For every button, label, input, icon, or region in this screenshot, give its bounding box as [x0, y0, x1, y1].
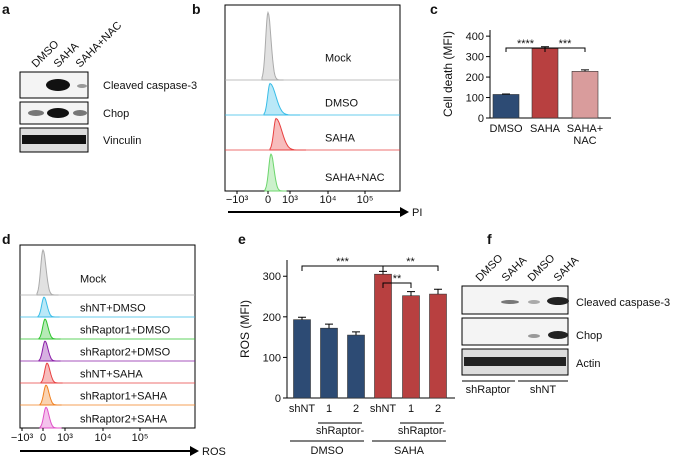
panel-letter: f [487, 231, 492, 247]
significance: ** [393, 273, 402, 285]
flow-box [225, 5, 400, 191]
bar [375, 274, 392, 398]
bar [493, 94, 519, 118]
panel-letter: e [238, 231, 246, 247]
group-label: SAHA [394, 445, 425, 457]
error-bar [434, 289, 442, 294]
bar [294, 320, 311, 398]
histogram [37, 250, 59, 295]
significance: *** [336, 256, 350, 268]
sample-label: DMSO [325, 97, 358, 109]
y-tick-label: 100 [263, 352, 281, 364]
error-bar [298, 317, 306, 319]
error-bar [407, 292, 415, 296]
histogram [40, 385, 62, 405]
error-bar [379, 271, 387, 274]
band-label: Actin [576, 358, 600, 370]
band-label: Chop [576, 330, 602, 342]
sample-label: shRaptor2+SAHA [80, 413, 168, 425]
subgroup-label: shRaptor- [316, 425, 365, 437]
y-tick-label: 0 [478, 113, 484, 125]
panel-letter: a [2, 1, 10, 17]
y-tick-label: 200 [263, 312, 281, 324]
y-tick-label: 300 [466, 52, 484, 64]
y-tick-label: 100 [466, 93, 484, 105]
x-tick-label: SAHA+NAC [567, 123, 603, 147]
band-label: Vinculin [103, 135, 141, 147]
histogram [39, 341, 61, 361]
lane-label: DMSO [526, 252, 558, 284]
histogram [40, 407, 62, 428]
x-tick-label: 10⁵ [357, 194, 374, 206]
band-label: Cleaved caspase-3 [576, 297, 670, 309]
x-tick-label: −10³ [226, 194, 249, 206]
histogram [264, 84, 300, 116]
x-tick-label: 10⁵ [132, 432, 149, 444]
x-tick-label: shNT [289, 403, 316, 415]
band-label: Cleaved caspase-3 [103, 80, 197, 92]
sample-label: shNT+DMSO [80, 303, 146, 315]
sample-label: SAHA+NAC [325, 172, 385, 184]
bar [348, 335, 365, 398]
x-tick-label: 10⁴ [320, 194, 337, 206]
x-tick-label: 10⁴ [95, 432, 112, 444]
y-axis-label: ROS (MFI) [238, 300, 252, 358]
y-axis-label: Cell death (MFI) [441, 31, 455, 117]
y-tick-label: 400 [466, 31, 484, 43]
significance: **** [517, 38, 535, 50]
significance: *** [559, 38, 573, 50]
lane-label: SAHA+NAC [74, 19, 125, 70]
histogram [265, 154, 287, 191]
sample-label: shRaptor1+SAHA [80, 391, 168, 403]
x-tick-label: DMSO [490, 123, 523, 135]
x-tick-label: 1 [326, 403, 332, 415]
sample-label: SAHA [325, 132, 356, 144]
x-tick-label: shNT [370, 403, 397, 415]
x-tick-label: SAHA [530, 123, 561, 135]
x-tick-label: 1 [408, 403, 414, 415]
panel-letter: c [430, 1, 438, 17]
x-tick-label: 0 [40, 432, 46, 444]
x-tick-label: −10³ [11, 432, 34, 444]
significance: ** [406, 256, 415, 268]
sample-label: Mock [325, 52, 352, 64]
sample-label: shNT+SAHA [80, 369, 143, 381]
y-tick-label: 200 [466, 72, 484, 84]
bar [430, 294, 447, 398]
x-tick-label: 10³ [57, 432, 73, 444]
band-label: Chop [103, 108, 129, 120]
histogram [270, 119, 306, 151]
bar [572, 71, 598, 118]
histogram [38, 297, 60, 317]
error-bar [325, 324, 333, 328]
lane-label: SAHA [552, 254, 582, 284]
sample-label: Mock [80, 274, 107, 286]
panel-letter: d [2, 231, 11, 247]
x-tick-label: 2 [353, 403, 359, 415]
x-tick-label: 0 [265, 194, 271, 206]
group-label: DMSO [311, 445, 344, 457]
histogram [41, 363, 63, 383]
histogram [39, 319, 61, 339]
x-tick-label: 2 [435, 403, 441, 415]
error-bar [352, 332, 360, 335]
bar [403, 296, 420, 398]
group-label: shNT [530, 384, 557, 396]
sample-label: shRaptor1+DMSO [80, 325, 171, 337]
x-axis-label: ROS [202, 446, 226, 458]
y-tick-label: 0 [275, 393, 281, 405]
subgroup-label: shRaptor- [398, 425, 447, 437]
x-axis-label: PI [412, 207, 422, 219]
panel-letter: b [192, 1, 201, 17]
y-tick-label: 300 [263, 271, 281, 283]
bar [532, 48, 558, 118]
lane-label: DMSO [474, 252, 506, 284]
group-label: shRaptor [466, 384, 511, 396]
sample-label: shRaptor2+DMSO [80, 347, 171, 359]
histogram [262, 13, 284, 81]
lane-label: SAHA [500, 254, 530, 284]
x-tick-label: 10³ [282, 194, 298, 206]
bar [321, 328, 338, 398]
